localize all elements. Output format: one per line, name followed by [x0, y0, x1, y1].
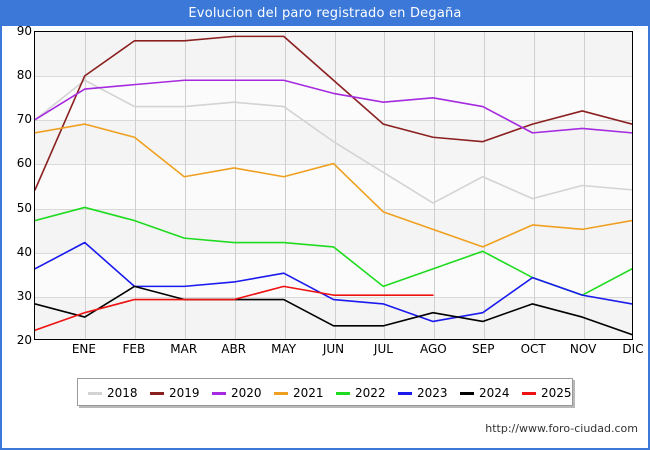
legend-item-2023[interactable]: 2023: [398, 385, 448, 401]
legend-swatch-icon: [336, 391, 350, 395]
y-axis-tick-label: 20: [16, 333, 32, 347]
x-axis: ENE FEB MAR ABR MAY JUN JUL AGO SEP OCT NOV DIC: [34, 342, 644, 360]
legend-swatch-icon: [522, 391, 536, 395]
legend-label: 2022: [355, 386, 386, 400]
x-axis-tick-label: SEP: [472, 342, 495, 356]
source-url: http://www.foro-ciudad.com: [485, 422, 638, 435]
legend-item-2021[interactable]: 2021: [274, 385, 324, 401]
y-axis-tick-label: 90: [16, 24, 32, 38]
x-axis-tick-label: FEB: [122, 342, 146, 356]
x-axis-tick-label: OCT: [520, 342, 546, 356]
series-line-2024: [35, 286, 632, 334]
gridline-vertical: [484, 32, 486, 339]
x-axis-tick-label: JUN: [322, 342, 345, 356]
legend-swatch-icon: [398, 391, 412, 395]
gridline-vertical: [134, 32, 136, 339]
series-lines: [35, 32, 632, 339]
legend-label: 2021: [293, 386, 324, 400]
legend-item-2022[interactable]: 2022: [336, 385, 386, 401]
series-line-2023: [35, 243, 632, 322]
legend-label: 2020: [231, 386, 262, 400]
legend-swatch-icon: [274, 391, 288, 395]
legend-label: 2018: [107, 386, 138, 400]
x-axis-tick-label: ENE: [71, 342, 96, 356]
x-axis-tick-label: MAY: [271, 342, 297, 356]
series-line-2021: [35, 124, 632, 247]
x-axis-tick-label: ABR: [221, 342, 247, 356]
legend-swatch-icon: [150, 391, 164, 395]
gridline-vertical: [284, 32, 286, 339]
plot-area: [34, 31, 633, 340]
x-axis-tick-label: AGO: [419, 342, 447, 356]
gridline-vertical: [334, 32, 336, 339]
x-axis-tick-label: DIC: [622, 342, 644, 356]
gridline-horizontal: [35, 76, 632, 78]
gridline-vertical: [534, 32, 536, 339]
legend-item-2024[interactable]: 2024: [460, 385, 510, 401]
series-line-2022: [35, 207, 632, 295]
series-line-2018: [35, 80, 632, 203]
chart-legend: 2018 2019 2020 2021 2022 2023 2024 2025: [77, 378, 573, 406]
legend-swatch-icon: [460, 391, 474, 395]
x-axis-tick-label: JUL: [373, 342, 393, 356]
y-axis-tick-label: 80: [16, 68, 32, 83]
gridline-horizontal: [35, 208, 632, 210]
legend-swatch-icon: [212, 391, 226, 395]
legend-label: 2019: [169, 386, 200, 400]
legend-label: 2023: [417, 386, 448, 400]
gridline-vertical: [434, 32, 436, 339]
y-axis-tick-label: 40: [16, 244, 32, 259]
legend-item-2018[interactable]: 2018: [88, 385, 138, 401]
gridline-vertical: [184, 32, 186, 339]
gridline-vertical: [84, 32, 86, 339]
gridline-horizontal: [35, 252, 632, 254]
series-line-2020: [35, 80, 632, 133]
legend-item-2020[interactable]: 2020: [212, 385, 262, 401]
y-axis-tick-label: 30: [16, 288, 32, 303]
plot-band: [35, 32, 632, 77]
series-line-2025: [35, 286, 433, 330]
chart-area: 20 30 40 50 60 70 80 90 ENE FEB MAR ABR MAY JUN JUL AG…: [2, 25, 648, 448]
gridline-horizontal: [35, 120, 632, 122]
y-axis-tick-label: 60: [16, 156, 32, 171]
y-axis-tick-label: 50: [16, 200, 32, 215]
window-title: Evolucion del paro registrado en Degaña: [2, 2, 648, 26]
legend-swatch-icon: [88, 391, 102, 395]
legend-item-2019[interactable]: 2019: [150, 385, 200, 401]
legend-label: 2024: [479, 386, 510, 400]
x-axis-tick-label: NOV: [569, 342, 597, 356]
legend-label: 2025: [541, 386, 572, 400]
plot-band: [35, 208, 632, 253]
series-line-2019: [35, 36, 632, 190]
x-axis-tick-label: MAR: [170, 342, 198, 356]
gridline-horizontal: [35, 164, 632, 166]
gridline-vertical: [234, 32, 236, 339]
gridline-horizontal: [35, 296, 632, 298]
gridline-vertical: [384, 32, 386, 339]
y-axis-tick-label: 70: [16, 112, 32, 127]
legend-item-2025[interactable]: 2025: [522, 385, 572, 401]
y-axis: 20 30 40 50 60 70 80 90: [2, 25, 32, 346]
